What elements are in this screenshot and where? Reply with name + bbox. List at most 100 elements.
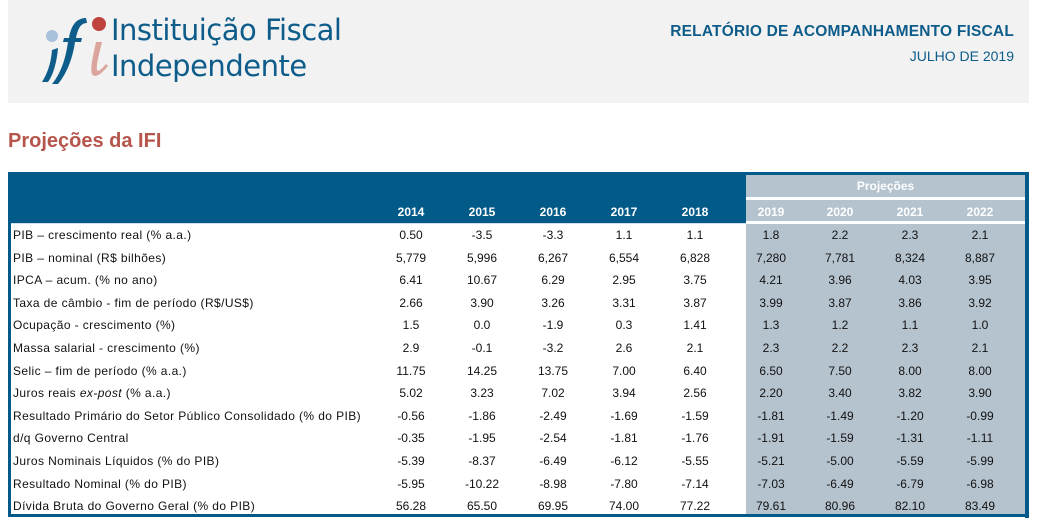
projection-cell: -6.98 (966, 476, 994, 491)
data-cell: 56.28 (395, 499, 427, 514)
data-cell: -1.9 (542, 318, 564, 333)
column-header-year: 2017 (610, 205, 638, 219)
data-cell: -2.49 (539, 408, 567, 423)
data-cell: -10.22 (464, 476, 500, 491)
data-cell: 14.25 (466, 363, 498, 378)
projection-cell: 3.82 (898, 386, 922, 401)
column-header-year: 2016 (539, 205, 567, 219)
data-cell: 3.31 (612, 295, 636, 310)
data-cell: 3.87 (683, 295, 707, 310)
data-cell: 3.94 (612, 386, 636, 401)
projection-cell: 4.03 (898, 273, 922, 288)
data-cell: 1.41 (683, 318, 707, 333)
data-cell: -1.95 (468, 431, 496, 446)
projection-cell: -6.79 (896, 476, 924, 491)
projection-cell: 6.50 (759, 363, 783, 378)
row-label: Massa salarial - crescimento (%) (13, 341, 200, 355)
data-cell: -5.55 (681, 454, 709, 468)
data-cell: 2.66 (399, 295, 423, 310)
data-cell: -2.54 (539, 431, 567, 446)
data-cell: -5.39 (397, 454, 425, 468)
projection-cell: -5.00 (826, 454, 854, 468)
table-row: PIB – crescimento real (% a.a.) 0.50 -3.5 -… (11, 224, 1025, 247)
projection-cell: 3.96 (828, 273, 852, 288)
data-cell: 6.41 (399, 273, 423, 288)
row-label-part: Juros reais (13, 386, 80, 401)
data-cell: -7.14 (681, 476, 709, 491)
column-header-year: 2018 (681, 205, 709, 219)
projection-cell: -0.99 (966, 408, 994, 423)
table-row: Ocupação - crescimento (%) 1.5 0.0 -1.9 0.3 1… (11, 314, 1025, 337)
projections-header-divider (746, 221, 1025, 224)
data-cell: 2.1 (686, 341, 704, 355)
data-cell: 3.23 (470, 386, 494, 401)
data-cell: 2.6 (615, 341, 633, 355)
data-cell: -0.35 (397, 431, 425, 446)
projection-cell: 2.2 (831, 341, 849, 355)
projection-cell: -1.91 (757, 431, 785, 446)
column-header-year: 2022 (966, 205, 994, 219)
projection-cell: 7.50 (828, 363, 852, 378)
column-header-year: 2015 (468, 205, 496, 219)
projection-cell: 8,324 (894, 250, 926, 265)
data-cell: -1.81 (610, 431, 638, 446)
data-cell: -0.56 (397, 408, 425, 423)
org-name-line2: Independente (111, 49, 307, 83)
column-header-year: 2019 (757, 205, 785, 219)
data-cell: 6,554 (608, 250, 640, 265)
data-cell: -1.76 (681, 431, 709, 446)
data-cell: -5.95 (397, 476, 425, 491)
data-cell: 2.9 (402, 341, 420, 355)
column-header-year: 2021 (896, 205, 924, 219)
projections-label: Projeções (856, 179, 915, 193)
data-cell: 74.00 (608, 499, 640, 514)
table-row: Juros Nominais Líquidos (% do PIB) -5.39 -… (11, 450, 1025, 473)
data-cell: -1.86 (468, 408, 496, 423)
projection-cell: 3.86 (898, 295, 922, 310)
projection-cell: -1.59 (826, 431, 854, 446)
row-label: Resultado Nominal (% do PIB) (13, 476, 187, 491)
org-name: Instituição Fiscal Independente (111, 12, 342, 84)
report-title: RELATÓRIO DE ACOMPANHAMENTO FISCAL (670, 23, 1014, 40)
projection-cell: 79.61 (755, 499, 787, 514)
table-right-border (1025, 172, 1029, 518)
projections-divider (746, 197, 1025, 200)
data-cell: 2.56 (683, 386, 707, 401)
data-cell: 7.00 (612, 363, 636, 378)
projection-cell: 8,887 (964, 250, 996, 265)
projection-cell: 2.3 (901, 228, 919, 242)
row-label: Dívida Bruta do Governo Geral (% do PIB) (13, 499, 256, 514)
projection-cell: 1.2 (831, 318, 849, 333)
row-label: Juros Nominais Líquidos (% do PIB) (13, 454, 220, 468)
projection-cell: -5.99 (966, 454, 994, 468)
projection-cell: 1.8 (762, 228, 780, 242)
row-label: Selic – fim de período (% a.a.) (13, 363, 187, 378)
report-header: Instituição Fiscal Independente RELATÓRI… (8, 0, 1029, 103)
projection-cell: -6.49 (826, 476, 854, 491)
projection-cell: 3.87 (828, 295, 852, 310)
projection-cell: 3.99 (759, 295, 783, 310)
row-label: Resultado Primário do Setor Público Cons… (13, 408, 362, 423)
projection-cell: 83.49 (964, 499, 996, 514)
projection-cell: 80.96 (824, 499, 856, 514)
projection-cell: 1.0 (971, 318, 989, 333)
table-left-border (8, 223, 11, 515)
row-label: PIB – nominal (R$ bilhões) (13, 250, 167, 265)
data-cell: 0.0 (473, 318, 491, 333)
data-cell: 6,828 (679, 250, 711, 265)
data-cell: 1.1 (615, 228, 633, 242)
data-cell: 65.50 (466, 499, 498, 514)
data-cell: 3.75 (683, 273, 707, 288)
data-cell: 11.75 (396, 363, 426, 378)
row-label: IPCA – acum. (% no ano) (13, 273, 158, 288)
projection-cell: -1.11 (966, 431, 994, 446)
table-row: Juros reais ex-post (% a.a.) 5.02 3.23 7.02… (11, 382, 1025, 405)
row-label: Juros reais ex-post (% a.a.) (13, 382, 171, 405)
data-cell: -0.1 (471, 341, 493, 355)
projection-cell: 3.40 (828, 386, 852, 401)
column-header-year: 2014 (397, 205, 425, 219)
projection-cell: -1.81 (757, 408, 785, 423)
data-cell: 7.02 (541, 386, 565, 401)
table-row: PIB – nominal (R$ bilhões) 5,779 5,996 6,26… (11, 247, 1025, 270)
data-cell: 0.3 (615, 318, 633, 333)
